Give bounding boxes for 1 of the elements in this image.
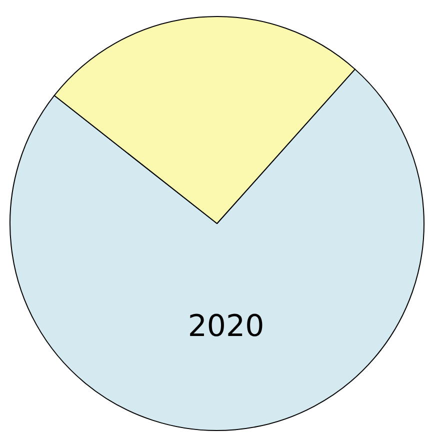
slice-label: 2020	[188, 309, 264, 344]
